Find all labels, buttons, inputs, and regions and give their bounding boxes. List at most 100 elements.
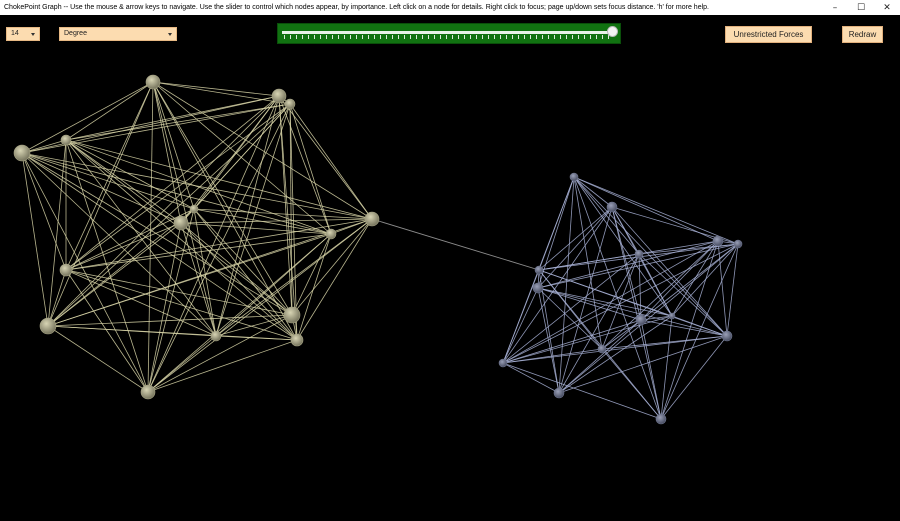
cluster-a-edge: [147, 233, 332, 393]
cluster-b-edge: [537, 287, 728, 337]
graph-node[interactable]: [364, 211, 380, 227]
cluster-b-edge: [558, 335, 728, 394]
cluster-a-edge: [21, 152, 298, 341]
window-title: ChokePoint Graph -- Use the mouse & arro…: [4, 4, 709, 11]
cluster-a-edge: [21, 152, 332, 235]
cluster-a-edge: [47, 222, 182, 327]
cluster-a-edge: [152, 81, 280, 97]
graph-node[interactable]: [284, 98, 296, 110]
graph-node[interactable]: [145, 74, 161, 90]
graph-node[interactable]: [39, 317, 57, 335]
metric-value: Degree: [64, 30, 87, 37]
close-button[interactable]: ✕: [883, 2, 891, 13]
cluster-b-edge: [573, 176, 719, 242]
graph-node[interactable]: [668, 312, 676, 320]
cluster-a-edge: [152, 81, 291, 105]
graph-node[interactable]: [173, 215, 189, 231]
cluster-a-edge: [65, 139, 332, 235]
cluster-a-edge: [193, 208, 373, 220]
slider-track: [282, 31, 616, 34]
minimize-button[interactable]: –: [832, 2, 838, 13]
graph-node[interactable]: [655, 413, 667, 425]
cluster-b-edge: [502, 243, 739, 364]
cluster-a-edge: [65, 208, 195, 271]
importance-slider[interactable]: [277, 23, 621, 44]
cluster-b-edge: [638, 253, 673, 317]
bridge-edge: [371, 218, 540, 271]
cluster-a-edge: [289, 103, 298, 341]
cluster-b-edge: [573, 176, 673, 317]
graph-node[interactable]: [13, 144, 31, 162]
graph-node[interactable]: [59, 263, 73, 277]
cluster-b-edge: [573, 176, 739, 245]
cluster-b-edge: [573, 176, 603, 350]
cluster-a-edge: [278, 95, 332, 235]
graph-edges: [21, 81, 739, 420]
graph-node[interactable]: [606, 201, 618, 213]
cluster-b-edge: [558, 176, 575, 394]
unrestricted-forces-button[interactable]: Unrestricted Forces: [725, 26, 812, 43]
cluster-a-edge: [180, 222, 293, 316]
cluster-b-edge: [558, 243, 739, 394]
cluster-a-edge: [65, 218, 373, 271]
cluster-a-edge: [21, 152, 293, 316]
cluster-a-edge: [289, 103, 373, 220]
graph-node[interactable]: [569, 172, 579, 182]
maximize-button[interactable]: ☐: [856, 2, 866, 13]
cluster-a-edge: [65, 103, 291, 271]
cluster-b-edge: [502, 253, 640, 364]
cluster-b-edge: [638, 243, 739, 255]
graph-node[interactable]: [498, 358, 508, 368]
cluster-a-edge: [147, 339, 298, 393]
cluster-b-edge: [660, 315, 673, 420]
graph-node[interactable]: [325, 228, 337, 240]
graph-node[interactable]: [271, 88, 287, 104]
cluster-a-edge: [193, 208, 217, 337]
cluster-a-edge: [65, 139, 149, 393]
cluster-a-edge: [180, 222, 298, 341]
cluster-b-edge: [573, 176, 613, 208]
graph-node[interactable]: [597, 344, 607, 354]
graph-node[interactable]: [532, 282, 544, 294]
graph-node[interactable]: [283, 306, 301, 324]
cluster-b-edge: [538, 253, 640, 271]
cluster-a-edge: [152, 81, 373, 220]
cluster-b-edge: [640, 319, 662, 420]
cluster-a-edge: [47, 233, 332, 327]
graph-node[interactable]: [60, 134, 72, 146]
cluster-b-edge: [537, 206, 613, 289]
cluster-b-edge: [537, 287, 642, 321]
chevron-down-icon: [168, 33, 172, 36]
graph-node[interactable]: [534, 265, 544, 275]
graph-node[interactable]: [712, 235, 724, 247]
metric-select[interactable]: Degree: [59, 27, 177, 41]
node-count-select[interactable]: 14: [6, 27, 40, 41]
graph-node[interactable]: [140, 384, 156, 400]
cluster-b-edge: [538, 206, 613, 271]
node-count-value: 14: [11, 30, 19, 37]
cluster-a-edge: [21, 152, 373, 220]
cluster-a-edge: [21, 152, 182, 224]
cluster-b-edge: [537, 243, 739, 289]
graph-node[interactable]: [635, 314, 647, 326]
cluster-a-edge: [65, 233, 332, 271]
graph-node[interactable]: [553, 387, 565, 399]
cluster-b-edge: [502, 240, 719, 364]
graph-node[interactable]: [189, 204, 199, 214]
graph-node[interactable]: [634, 249, 644, 259]
cluster-a-edge: [47, 95, 280, 327]
cluster-a-edge: [65, 103, 291, 141]
cluster-a-edge: [152, 81, 332, 235]
graph-node[interactable]: [733, 239, 743, 249]
graph-node[interactable]: [210, 330, 222, 342]
cluster-b-edge: [611, 206, 728, 337]
graph-node[interactable]: [721, 330, 733, 342]
cluster-a-edge: [21, 81, 154, 154]
graph-node[interactable]: [290, 333, 304, 347]
slider-thumb[interactable]: [607, 26, 618, 37]
cluster-b-edge: [640, 243, 739, 321]
cluster-a-edge: [152, 81, 182, 224]
redraw-button[interactable]: Redraw: [842, 26, 883, 43]
cluster-b-edge: [660, 240, 719, 420]
